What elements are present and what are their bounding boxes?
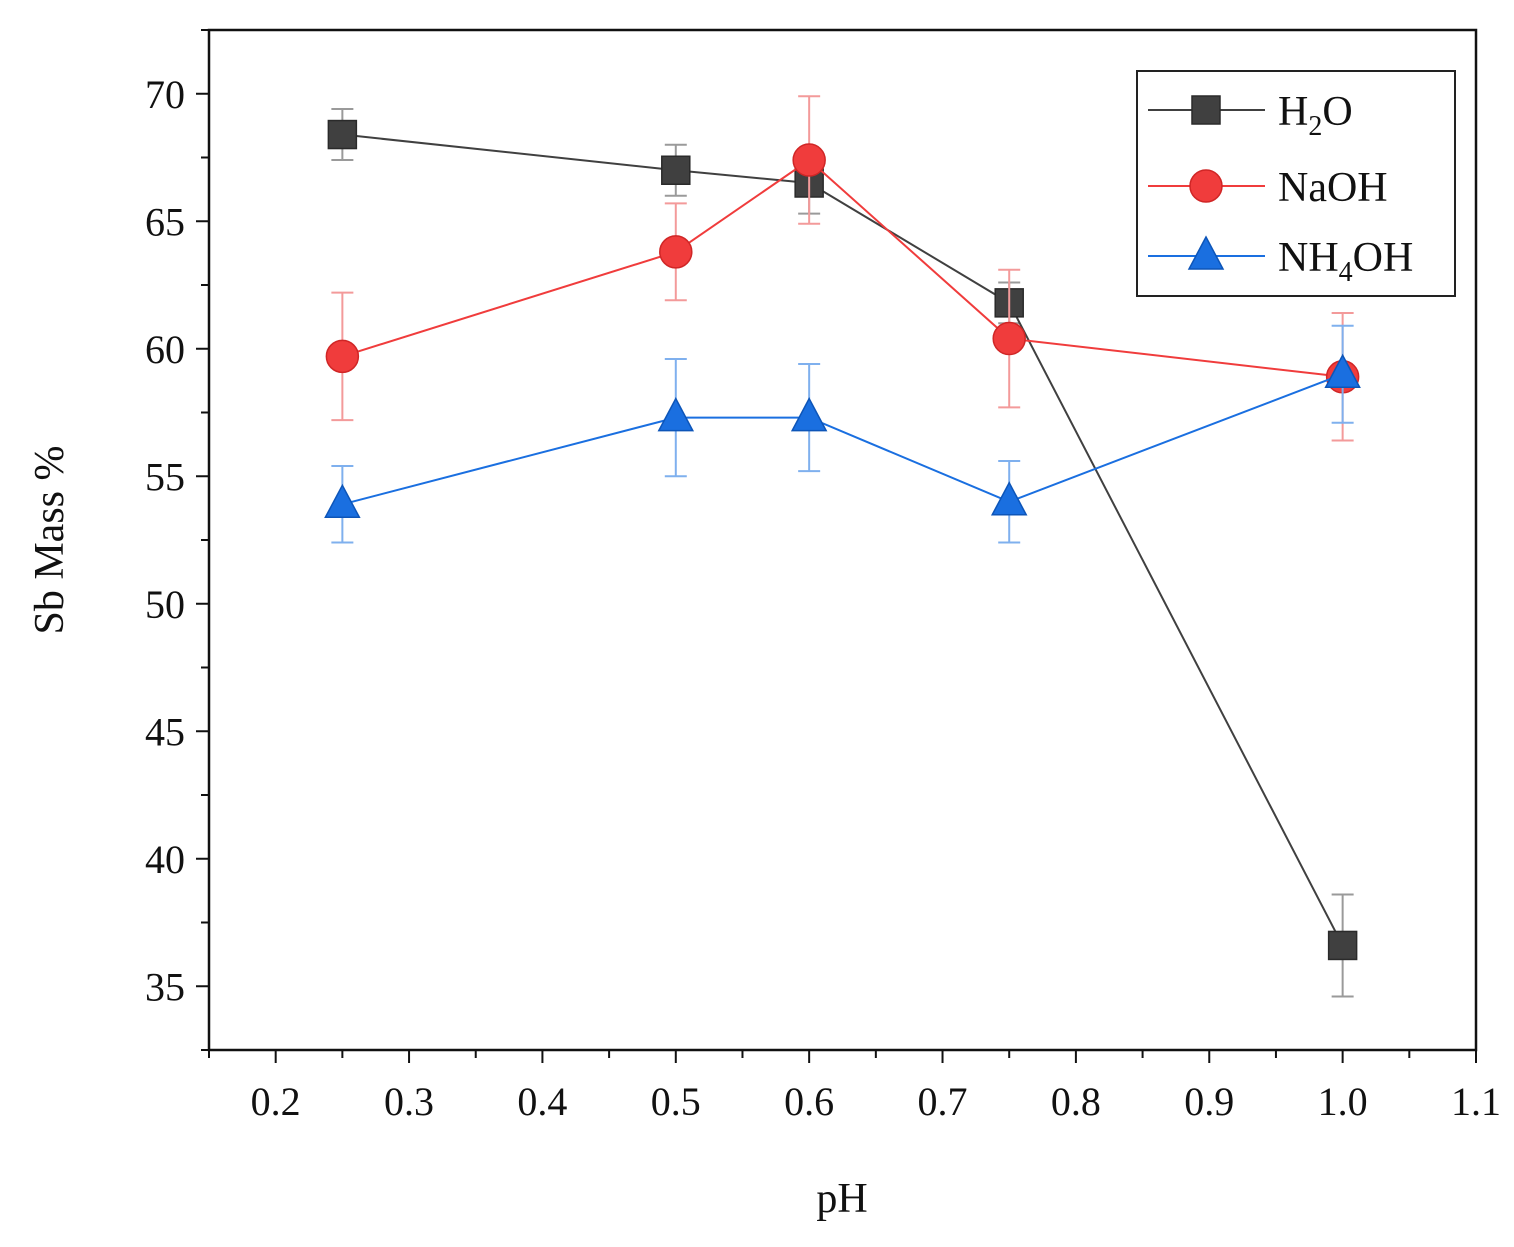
y-axis: 35 40 45 50 55 60 65 70 bbox=[145, 29, 209, 1051]
data-point bbox=[790, 397, 828, 432]
x-tick-label: 1.1 bbox=[1451, 1079, 1501, 1124]
legend-item-naoh: NaOH bbox=[1148, 165, 1388, 211]
x-tick-label: 0.6 bbox=[784, 1079, 834, 1124]
data-point bbox=[657, 397, 695, 432]
series-nh4oh bbox=[324, 324, 1361, 544]
data-point bbox=[990, 481, 1028, 516]
data-point bbox=[1324, 353, 1361, 388]
y-tick-label: 50 bbox=[145, 582, 185, 627]
data-point bbox=[792, 143, 826, 177]
data-point bbox=[1327, 930, 1358, 961]
legend-label-rest: O bbox=[1322, 89, 1352, 135]
legend-label-main: NH bbox=[1278, 235, 1339, 281]
x-tick-label: 0.5 bbox=[651, 1079, 701, 1124]
legend-marker bbox=[1189, 169, 1223, 203]
x-tick-label: 0.8 bbox=[1051, 1079, 1101, 1124]
y-tick-label: 65 bbox=[145, 199, 185, 244]
y-tick-label: 35 bbox=[145, 964, 185, 1009]
data-point bbox=[324, 483, 361, 519]
legend-item-nh4oh: NH4OH bbox=[1148, 235, 1413, 288]
data-point bbox=[327, 119, 358, 150]
legend-label-sub: 4 bbox=[1339, 257, 1353, 288]
x-tick-label: 0.2 bbox=[251, 1079, 301, 1124]
data-point bbox=[992, 321, 1026, 356]
legend-label: NaOH bbox=[1278, 165, 1388, 211]
legend-label: NH4OH bbox=[1278, 235, 1413, 288]
data-point bbox=[325, 339, 360, 374]
legend-label-rest: OH bbox=[1353, 235, 1414, 281]
data-point bbox=[659, 235, 693, 269]
y-tick-label: 45 bbox=[145, 709, 185, 754]
legend-marker bbox=[1191, 95, 1221, 125]
series-line bbox=[342, 373, 1343, 506]
x-tick-label: 1.0 bbox=[1318, 1079, 1368, 1124]
x-axis-title: pH bbox=[816, 1176, 867, 1222]
legend-label: H2O bbox=[1278, 89, 1353, 142]
y-tick-label: 60 bbox=[145, 327, 185, 372]
x-tick-label: 0.4 bbox=[517, 1079, 567, 1124]
x-tick-label: 0.9 bbox=[1184, 1079, 1234, 1124]
y-axis-title: Sb Mass % bbox=[27, 445, 73, 634]
legend-label-main: NaOH bbox=[1278, 165, 1388, 211]
data-point bbox=[661, 155, 691, 185]
x-tick-label: 0.7 bbox=[918, 1079, 968, 1124]
legend-label-main: H bbox=[1278, 89, 1308, 135]
legend-item-h2o: H2O bbox=[1148, 89, 1353, 142]
x-tick-label: 0.3 bbox=[384, 1079, 434, 1124]
legend-label-sub: 2 bbox=[1308, 111, 1322, 142]
y-tick-label: 40 bbox=[145, 837, 185, 882]
x-axis: 0.2 0.3 0.4 0.5 0.6 0.7 0.8 0.9 1.0 1.1 bbox=[208, 1050, 1501, 1124]
legend-marker bbox=[1187, 235, 1225, 270]
y-tick-label: 70 bbox=[145, 72, 185, 117]
series-layer bbox=[324, 95, 1361, 998]
y-tick-label: 55 bbox=[145, 454, 185, 499]
